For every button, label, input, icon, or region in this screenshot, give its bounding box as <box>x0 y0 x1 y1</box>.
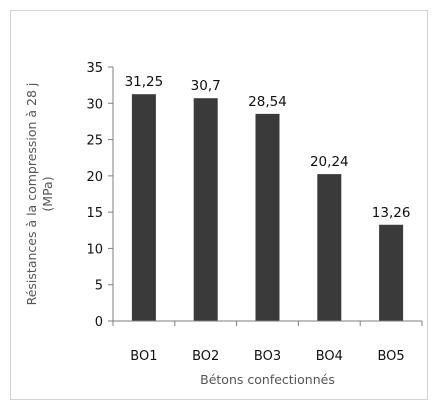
bar-chart: Résistances à la compression à 28 j (MPa… <box>24 61 423 387</box>
bar <box>317 174 342 321</box>
bar <box>255 113 280 322</box>
y-tick-label: 15 <box>86 206 103 221</box>
y-axis-title-line1: Résistances à la compression à 28 j <box>24 83 39 306</box>
data-label: 13,26 <box>372 205 411 221</box>
y-tick-label: 10 <box>86 242 103 257</box>
data-label: 20,24 <box>310 154 349 170</box>
bar <box>379 224 404 321</box>
bar <box>131 94 156 321</box>
data-label: 28,54 <box>248 94 287 110</box>
y-axis-title-line2: (MPa) <box>40 176 55 211</box>
data-labels-group: 31,25 30,7 28,54 20,24 13,26 <box>125 74 411 221</box>
data-label: 30,7 <box>191 78 221 94</box>
y-tick-label: 5 <box>95 279 103 294</box>
x-tick-label: BO2 <box>192 349 219 364</box>
y-axis-title: Résistances à la compression à 28 j (MPa… <box>24 83 55 306</box>
ticks-group: 0 5 10 15 20 25 30 35 BO1 BO2 BO3 BO4 BO5 <box>86 61 423 364</box>
y-tick-label: 20 <box>86 170 103 185</box>
y-tick-label: 30 <box>86 97 103 112</box>
chart-frame: Résistances à la compression à 28 j (MPa… <box>10 10 428 400</box>
y-tick-label: 0 <box>95 315 103 330</box>
x-tick-label: BO1 <box>130 349 157 364</box>
y-tick-label: 35 <box>86 61 103 76</box>
x-tick-label: BO5 <box>377 349 404 364</box>
x-axis-title: Bétons confectionnés <box>200 372 335 387</box>
bar <box>193 98 218 321</box>
x-tick-label: BO4 <box>316 349 343 364</box>
bars-group <box>131 94 404 322</box>
data-label: 31,25 <box>125 74 164 90</box>
y-tick-label: 25 <box>86 134 103 149</box>
x-tick-label: BO3 <box>254 349 281 364</box>
